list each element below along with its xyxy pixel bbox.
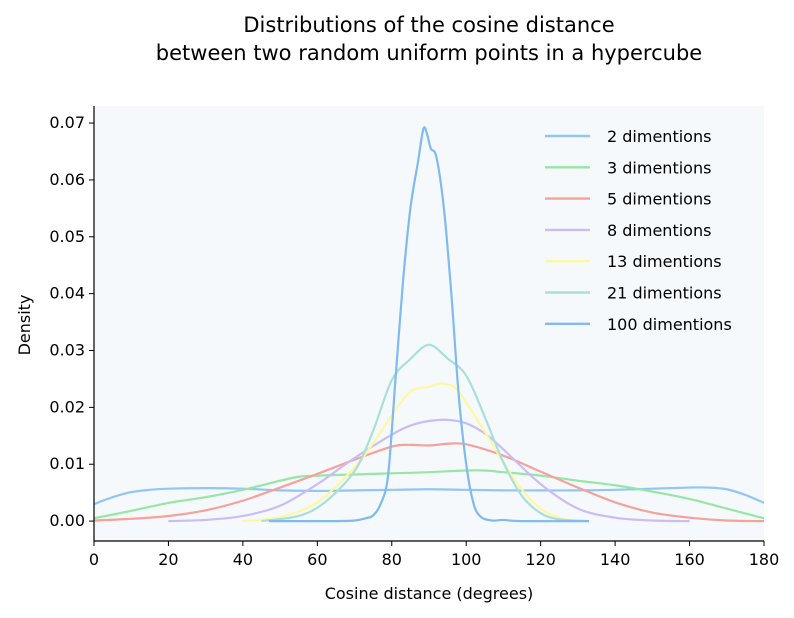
series-line-2 — [93, 469, 765, 520]
y-tick-label: 0.07 — [49, 113, 85, 132]
series-layer — [93, 126, 765, 523]
x-tick-label: 140 — [600, 550, 631, 569]
x-axis-label: Cosine distance (degrees) — [325, 584, 534, 603]
x-tick-label: 20 — [158, 550, 178, 569]
series-line-7 — [268, 126, 590, 523]
legend-label-2: 3 dimentions — [607, 158, 711, 177]
plot-area — [94, 106, 764, 541]
legend-label-7: 100 dimentions — [607, 315, 732, 334]
legend-label-1: 2 dimentions — [607, 127, 711, 146]
y-tick-label: 0.05 — [49, 227, 85, 246]
x-tick-label: 80 — [382, 550, 402, 569]
legend: 2 dimentions 3 dimentions 5 dimentions 8 di… — [545, 127, 732, 334]
y-tick-label: 0.06 — [49, 170, 85, 189]
x-tick-label: 100 — [451, 550, 482, 569]
series-line-1 — [93, 486, 765, 506]
axes: 0 20 40 60 80 100 120 140 160 180 0.00 0.01 0.02 0.03… — [49, 106, 779, 569]
x-tick-label: 0 — [89, 550, 99, 569]
x-tick-label: 60 — [307, 550, 327, 569]
legend-label-6: 21 dimentions — [607, 284, 722, 303]
chart-title-line-1: Distributions of the cosine distance — [243, 13, 614, 37]
series-line-5 — [242, 382, 579, 523]
x-tick-label: 180 — [749, 550, 780, 569]
x-tick-label: 160 — [674, 550, 705, 569]
y-tick-label: 0.01 — [49, 454, 85, 473]
y-tick-label: 0.00 — [49, 511, 85, 530]
y-axis-label: Density — [15, 295, 34, 356]
legend-label-5: 13 dimentions — [607, 252, 722, 271]
y-tick-label: 0.02 — [49, 397, 85, 416]
x-tick-label: 120 — [525, 550, 556, 569]
legend-label-3: 5 dimentions — [607, 190, 711, 209]
series-line-6 — [261, 343, 590, 523]
x-tick-label: 40 — [233, 550, 253, 569]
legend-label-4: 8 dimentions — [607, 221, 711, 240]
y-tick-label: 0.03 — [49, 341, 85, 360]
series-line-3 — [93, 442, 765, 523]
y-tick-label: 0.04 — [49, 284, 85, 303]
series-line-4 — [168, 418, 690, 523]
chart-title-line-2: between two random uniform points in a h… — [156, 41, 702, 65]
